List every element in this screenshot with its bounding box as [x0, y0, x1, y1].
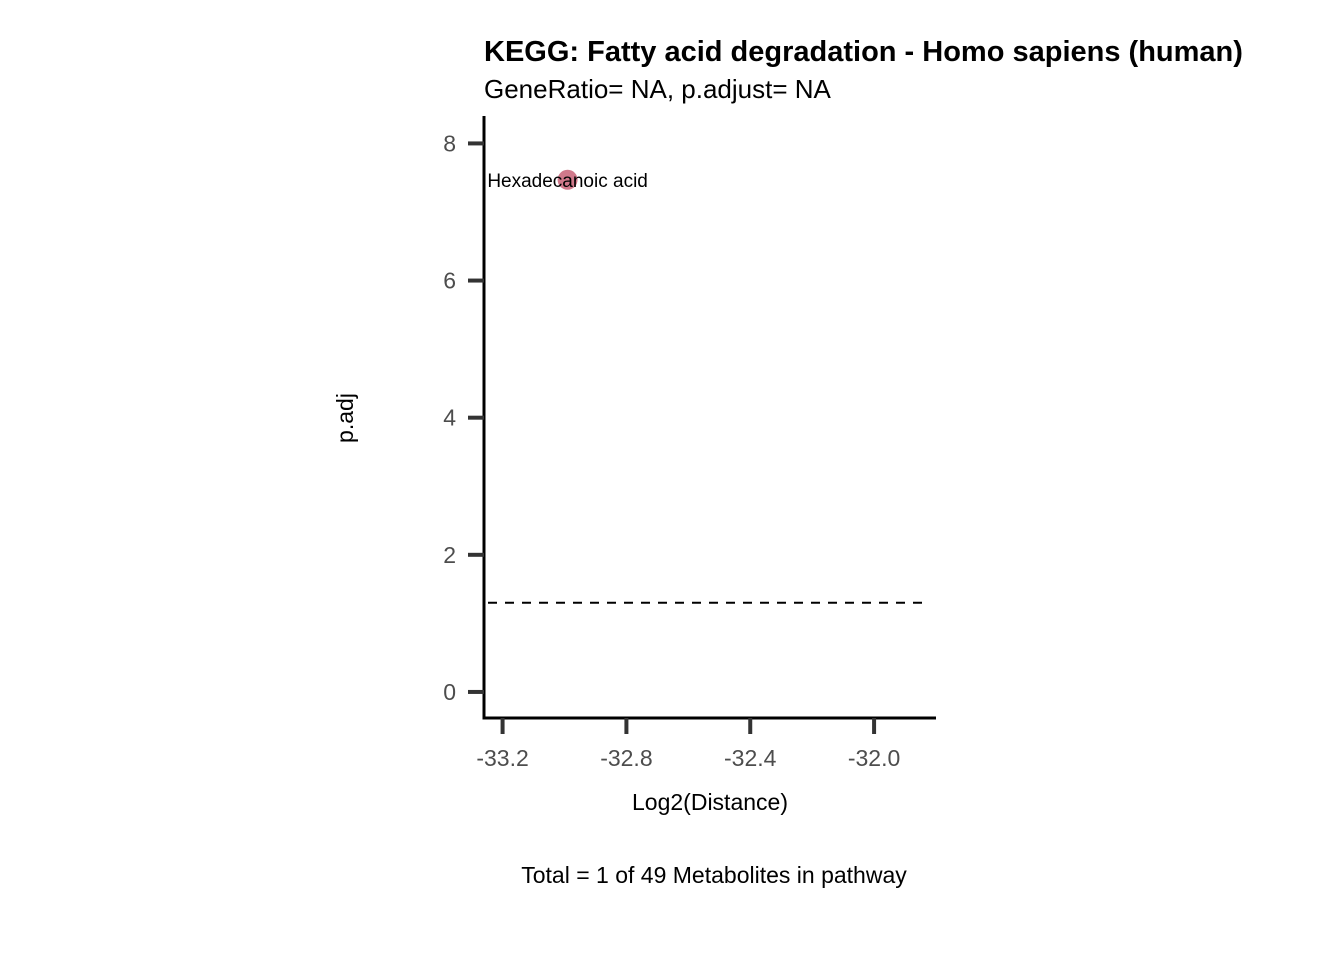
x-tick-label: -32.4	[724, 745, 777, 771]
chart-subtitle: GeneRatio= NA, p.adjust= NA	[484, 74, 832, 104]
plot-area: 0 2 4 6 8 -33.2 -32.8 -32.4 -32.0 Hexadecanoic ac…	[443, 116, 936, 771]
y-tick-label: 4	[443, 405, 456, 431]
x-tick-label: -32.0	[848, 745, 900, 771]
chart-title: KEGG: Fatty acid degradation - Homo sapi…	[484, 36, 1243, 68]
data-point	[557, 169, 578, 190]
point-label: Hexadecanoic acid	[487, 171, 648, 192]
chart-caption: Total = 1 of 49 Metabolites in pathway	[521, 862, 907, 888]
y-tick-label: 6	[443, 268, 456, 294]
y-tick-label: 2	[443, 542, 456, 568]
y-tick-label: 0	[443, 679, 456, 705]
x-tick-label: -33.2	[476, 745, 528, 771]
y-axis-title: p.adj	[332, 393, 358, 443]
y-tick-label: 8	[443, 130, 456, 156]
x-axis-title: Log2(Distance)	[632, 789, 788, 815]
x-tick-label: -32.8	[600, 745, 652, 771]
